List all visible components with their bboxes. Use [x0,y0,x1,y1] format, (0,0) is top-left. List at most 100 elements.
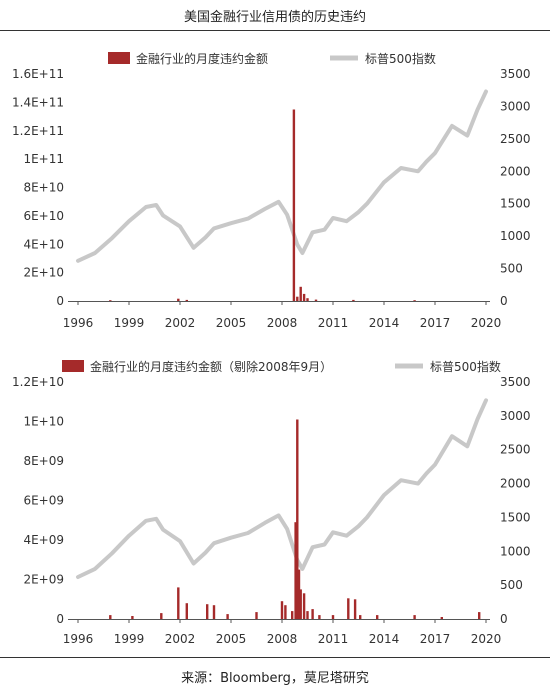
default-amount-bar [160,613,163,619]
y-left-tick-label: 1E+10 [23,415,64,429]
default-amount-bar [177,298,180,301]
default-amount-bar [206,604,209,619]
default-amount-bar [299,286,302,301]
legend-line-label: 标普500指数 [430,359,501,374]
default-amount-bar [212,605,216,619]
default-amount-bar [255,612,258,619]
y-right-tick-label: 1500 [500,510,531,524]
y-left-tick-label: 2E+09 [23,573,64,587]
bottom-rule [0,657,550,658]
default-amount-bar [413,615,416,619]
y-left-tick-label: 4E+10 [23,237,64,251]
default-amount-bar [413,300,416,301]
default-amount-bar [296,419,299,619]
chart-bottom: 金融行业的月度违约金额（剔除2008年9月） 标普500指数 1996 1999 200… [12,359,531,646]
x-tick-label: 2017 [420,316,451,330]
x-tick-label: 2002 [165,632,196,646]
default-amount-bar [185,603,188,619]
default-amount-bar [284,605,287,619]
y-left-tick-label: 8E+10 [23,181,64,195]
default-amount-bar [109,615,112,619]
y-left-tick-label: 0 [56,294,64,308]
x-tick-label: 1999 [114,316,145,330]
y-left-tick-label: 1.2E+10 [12,375,64,389]
x-tick-label: 1996 [63,316,94,330]
legend-bar-label: 金融行业的月度违约金额 [136,51,268,66]
default-amount-bar [353,599,357,620]
x-tick-label: 2017 [420,632,451,646]
default-amount-bar [314,299,318,301]
default-amount-bar [306,611,309,619]
y-right-tick-label: 500 [500,578,523,592]
default-amount-bar [352,299,355,301]
x-tick-label: 1996 [63,632,94,646]
x-tick-label: 2020 [471,316,502,330]
y-right-tick-label: 0 [500,612,508,626]
x-tick-label: 2011 [318,316,349,330]
x-tick-label: 2014 [369,316,400,330]
default-amount-bar [131,616,134,619]
y-left-tick-label: 2E+10 [23,266,64,280]
x-tick-label: 2008 [267,632,298,646]
y-left-tick-label: 8E+09 [23,454,64,468]
y-right-tick-label: 1500 [500,197,531,211]
y-left-tick-label: 6E+09 [23,494,64,508]
x-tick-label: 2014 [369,632,400,646]
default-amount-bar [280,601,284,619]
figure-title: 美国金融行业信用债的历史违约 [183,10,366,25]
legend-bar-swatch [108,52,130,64]
default-amount-bar [331,615,335,619]
default-amount-bar [299,589,302,619]
x-tick-label: 2005 [216,316,247,330]
default-amount-bar [226,614,229,619]
default-amount-bar [376,615,379,619]
y-right-tick-label: 0 [500,294,508,308]
y-left-tick-label: 4E+09 [23,533,64,547]
default-amount-bar [306,298,309,301]
y-right-tick-label: 2000 [500,164,531,178]
x-tick-label: 2005 [216,632,247,646]
default-amount-bar [359,615,362,619]
y-right-tick-label: 2500 [500,443,531,457]
default-amount-bar [302,293,306,301]
sp500-line [76,89,488,263]
y-right-tick-label: 3500 [500,67,531,81]
top-rule [0,30,550,31]
default-amount-bar [177,587,180,619]
y-left-tick-label: 1.4E+11 [12,95,64,109]
chart-top: 金融行业的月度违约金额 标普500指数 1996 1999 2002 2005 2008 20… [12,51,531,330]
y-left-tick-label: 1.6E+11 [12,67,64,81]
default-amount-bar [302,593,306,619]
default-amount-bar [294,522,297,619]
y-left-tick-label: 1E+11 [23,152,64,166]
legend-bar-label: 金融行业的月度违约金额（剔除2008年9月） [90,359,332,374]
y-left-tick-label: 6E+10 [23,209,64,223]
y-right-tick-label: 3500 [500,375,531,389]
x-tick-label: 2002 [165,316,196,330]
y-left-tick-label: 1.2E+11 [12,124,64,138]
y-right-tick-label: 1000 [500,544,531,558]
default-amount-bar [185,299,188,301]
legend-bar-swatch [62,360,84,372]
y-right-tick-label: 2000 [500,477,531,491]
default-amount-bar [291,611,294,619]
x-tick-label: 2020 [471,632,502,646]
default-amount-bar [109,300,112,301]
default-amount-bar [347,598,350,619]
y-right-tick-label: 500 [500,262,523,276]
default-amount-bar [318,615,321,619]
y-right-tick-label: 2500 [500,132,531,146]
sp500-line [76,398,488,579]
y-right-tick-label: 1000 [500,229,531,243]
default-amount-bar [311,609,314,619]
default-amount-bar [297,569,301,619]
source-note: 来源：Bloomberg，莫尼塔研究 [181,671,369,686]
default-amount-bar [292,109,296,301]
x-tick-label: 2008 [267,316,298,330]
default-amount-bar [296,296,299,301]
legend-line-label: 标普500指数 [365,51,436,66]
default-amount-bar [478,612,481,619]
y-right-tick-label: 3000 [500,99,531,113]
x-tick-label: 2011 [318,632,349,646]
default-amount-bar [440,617,443,619]
